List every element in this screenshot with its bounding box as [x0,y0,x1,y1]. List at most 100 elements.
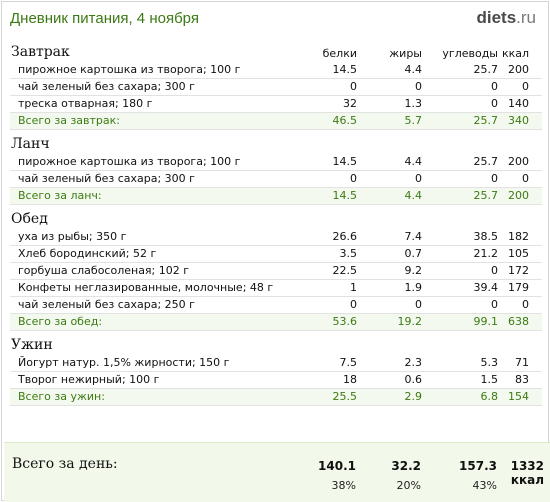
food-kcal: 83 [515,373,529,386]
day-total-protein: 140.1 [318,459,356,473]
meal-total-fat: 4.4 [404,189,423,202]
food-name: Конфеты неглазированные, молочные; 48 г [18,281,274,294]
food-row[interactable]: Хлеб бородинский; 52 г 3.5 0.7 21.2 105 [10,246,542,263]
nutrition-table: Завтрак белки жиры углеводы ккал пирожное кар… [10,42,542,406]
food-kcal: 182 [508,230,529,243]
meal-title: Завтрак [11,44,70,60]
meal-total-protein: 46.5 [332,114,358,127]
meal-header: Ужин [10,335,542,355]
food-protein: 0 [350,172,357,185]
meal-total-kcal: 638 [508,315,529,328]
food-kcal: 0 [522,172,529,185]
food-protein: 0 [350,80,357,93]
food-protein: 3.5 [339,247,358,260]
food-row[interactable]: чай зеленый без сахара; 300 г 0 0 0 0 [10,79,542,96]
meal-total-carbs: 99.1 [473,315,499,328]
food-kcal: 0 [522,80,529,93]
food-name: Хлеб бородинский; 52 г [18,247,157,260]
food-name: пирожное картошка из творога; 100 г [18,155,241,168]
food-carbs: 25.7 [473,63,499,76]
food-name: чай зеленый без сахара; 300 г [18,172,195,185]
food-fat: 1.3 [404,97,423,110]
day-percent-protein: 38% [331,479,356,492]
food-row[interactable]: чай зеленый без сахара; 250 г 0 0 0 0 [10,297,542,314]
food-protein: 14.5 [332,155,358,168]
food-protein: 26.6 [332,230,358,243]
column-header-kcal: ккал [501,47,529,60]
food-kcal: 172 [508,264,529,277]
food-fat: 4.4 [404,155,423,168]
meal-total-label: Всего за завтрак: [18,114,121,127]
food-carbs: 0 [491,264,498,277]
food-fat: 4.4 [404,63,423,76]
food-carbs: 0 [491,172,498,185]
food-protein: 22.5 [332,264,358,277]
food-name: треска отварная; 180 г [18,97,153,110]
food-row[interactable]: горбуша слабосоленая; 102 г 22.5 9.2 0 172 [10,263,542,280]
day-total-fat: 32.2 [391,459,421,473]
food-protein: 7.5 [339,356,358,369]
food-fat: 0 [415,80,422,93]
food-fat: 0.6 [404,373,423,386]
food-name: Йогурт натур. 1,5% жирности; 150 г [18,356,230,369]
food-kcal: 200 [508,63,529,76]
column-header-carbs: углеводы [442,47,498,60]
day-total-panel: Всего за день: 140.1 32.2 157.3 1332 кка… [4,442,550,502]
food-name: пирожное картошка из творога; 100 г [18,63,241,76]
meal-header: Ланч [10,134,542,154]
day-total-kcal: 1332 ккал [510,459,544,487]
logo-text-domain: .ru [516,8,536,27]
food-kcal: 140 [508,97,529,110]
day-total-carbs: 157.3 [459,459,497,473]
site-logo[interactable]: diets.ru [476,8,536,28]
food-row[interactable]: Конфеты неглазированные, молочные; 48 г 1… [10,280,542,297]
meal-total-label: Всего за обед: [18,315,103,328]
logo-text-main: diets [476,8,517,27]
food-fat: 0.7 [404,247,423,260]
meal-total-label: Всего за ужин: [18,390,105,403]
food-fat: 9.2 [404,264,423,277]
food-name: чай зеленый без сахара; 250 г [18,298,195,311]
food-name: уха из рыбы; 350 г [18,230,127,243]
meal-total-label: Всего за ланч: [18,189,102,202]
food-row[interactable]: Йогурт натур. 1,5% жирности; 150 г 7.5 2.3… [10,355,542,372]
food-name: чай зеленый без сахара; 300 г [18,80,195,93]
column-header-protein: белки [322,47,357,60]
meal-total-kcal: 154 [508,390,529,403]
meal-total-row: Всего за завтрак: 46.5 5.7 25.7 340 [10,113,542,130]
meal-total-carbs: 25.7 [473,189,499,202]
meal-total-kcal: 340 [508,114,529,127]
food-kcal: 105 [508,247,529,260]
food-kcal: 179 [508,281,529,294]
food-kcal: 200 [508,155,529,168]
food-protein: 0 [350,298,357,311]
food-carbs: 39.4 [473,281,499,294]
meal-total-row: Всего за ужин: 25.5 2.9 6.8 154 [10,389,542,406]
food-row[interactable]: уха из рыбы; 350 г 26.6 7.4 38.5 182 [10,229,542,246]
food-row[interactable]: чай зеленый без сахара; 300 г 0 0 0 0 [10,171,542,188]
meal-total-carbs: 25.7 [473,114,499,127]
column-header-fat: жиры [389,47,422,60]
meal-title: Обед [11,211,48,227]
food-protein: 1 [350,281,357,294]
food-protein: 18 [343,373,357,386]
day-percent-carbs: 43% [472,479,497,492]
meal-total-carbs: 6.8 [480,390,499,403]
food-carbs: 25.7 [473,155,499,168]
food-row[interactable]: пирожное картошка из творога; 100 г 14.5 4… [10,154,542,171]
food-protein: 32 [343,97,357,110]
meal-total-protein: 53.6 [332,315,358,328]
meal-title: Ужин [11,337,53,353]
meal-total-protein: 14.5 [332,189,358,202]
food-fat: 0 [415,298,422,311]
meal-total-row: Всего за ланч: 14.5 4.4 25.7 200 [10,188,542,205]
food-row[interactable]: треска отварная; 180 г 32 1.3 0 140 [10,96,542,113]
meal-title: Ланч [11,136,50,152]
day-percent-fat: 20% [396,479,421,492]
food-row[interactable]: пирожное картошка из творога; 100 г 14.5 4… [10,62,542,79]
food-carbs: 0 [491,80,498,93]
page-title: Дневник питания, 4 ноября [10,10,199,27]
food-row[interactable]: Творог нежирный; 100 г 18 0.6 1.5 83 [10,372,542,389]
meal-total-row: Всего за обед: 53.6 19.2 99.1 638 [10,314,542,331]
